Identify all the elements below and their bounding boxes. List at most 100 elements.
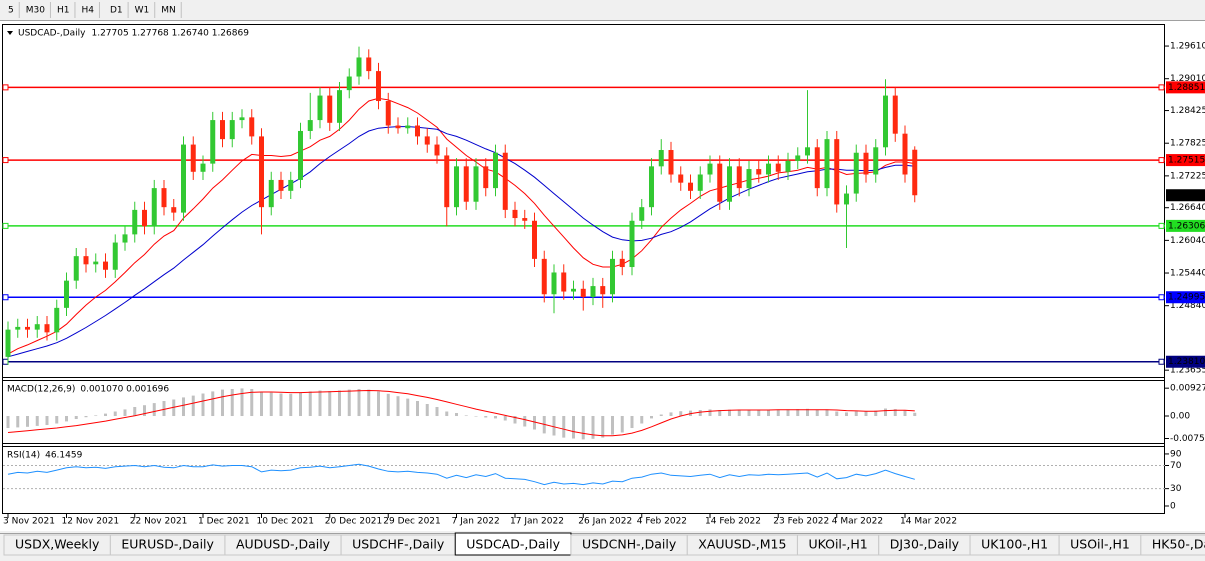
candle-body	[610, 258, 615, 295]
macd-bar	[786, 409, 790, 417]
tab-label[interactable]: XAUUSD-,M15	[698, 537, 786, 552]
level-handle[interactable]	[1158, 294, 1165, 301]
timeframe-button[interactable]: H4	[81, 6, 94, 16]
macd-bar	[104, 413, 107, 417]
candle-body	[649, 166, 654, 208]
macd-bar	[815, 410, 819, 417]
level-handle[interactable]	[1158, 222, 1165, 229]
level-handle[interactable]	[1158, 84, 1165, 91]
y-tick-label: 30	[1170, 484, 1182, 494]
candle-body	[697, 174, 703, 191]
tab-label[interactable]: USDCHF-,Daily	[352, 537, 445, 552]
candle-body	[629, 220, 635, 268]
macd-bar	[650, 416, 653, 419]
macd-bar	[16, 416, 20, 428]
tab-label[interactable]: USDX,Weekly	[15, 537, 100, 552]
level-handle[interactable]	[1158, 157, 1165, 164]
candle-body	[44, 324, 50, 333]
x-tick-label: 1 Dec 2021	[198, 517, 250, 527]
level-tag-label: 1.28851	[1168, 83, 1205, 93]
x-tick-label: 29 Dec 2021	[383, 517, 441, 527]
macd-bar	[279, 393, 283, 417]
macd-bar	[698, 410, 702, 417]
timeframe-button[interactable]: 5	[8, 6, 14, 16]
candle-body	[483, 166, 489, 189]
timeframe-button[interactable]: H1	[57, 6, 70, 16]
macd-bar	[123, 409, 127, 417]
timeframe-button[interactable]: W1	[135, 6, 150, 16]
level-handle[interactable]	[2, 358, 9, 365]
macd-bar	[308, 391, 312, 417]
macd-bar	[211, 391, 215, 417]
tab[interactable]	[1140, 534, 1205, 556]
level-handle[interactable]	[2, 294, 9, 301]
macd-bar	[240, 388, 244, 417]
macd-bar	[143, 405, 146, 417]
macd-bar	[591, 416, 595, 439]
tab-label[interactable]: UK100-,H1	[981, 537, 1048, 552]
candle-body	[590, 286, 596, 297]
tab-label[interactable]: EURUSD-,Daily	[121, 537, 214, 552]
macd-bar	[708, 409, 712, 417]
timeframe-button[interactable]: D1	[110, 6, 123, 16]
macd-bar	[6, 416, 10, 429]
timeframe-button[interactable]: M30	[26, 6, 45, 16]
tab-label[interactable]: USDCAD-,Daily	[466, 537, 560, 552]
candle-body	[200, 163, 206, 172]
macd-bar	[396, 396, 400, 417]
level-handle[interactable]	[2, 84, 9, 91]
tab-label[interactable]: USDCNH-,Daily	[582, 537, 677, 552]
level-handle[interactable]	[1158, 358, 1165, 365]
menu-triangle[interactable]	[7, 31, 13, 35]
candle-body	[54, 307, 60, 333]
macd-bar	[406, 398, 410, 417]
y-tick-label: 90	[1170, 449, 1182, 459]
candle-body	[239, 117, 245, 121]
y-tick-label: 1.23655	[1170, 366, 1205, 376]
candle-body	[844, 193, 849, 205]
candle-body	[112, 242, 118, 270]
macd-bar	[874, 410, 878, 417]
y-tick-label: 0	[1170, 501, 1176, 511]
moving-average	[7, 97, 915, 355]
candle-body	[15, 326, 21, 330]
tab-label[interactable]: AUDUSD-,Daily	[236, 537, 331, 552]
candle-body	[34, 324, 40, 330]
macd-bar	[445, 411, 449, 417]
level-handle[interactable]	[2, 157, 9, 164]
macd-bar	[572, 416, 575, 439]
macd-bar	[552, 416, 556, 436]
macd-bar	[757, 410, 761, 417]
candle-body	[317, 95, 323, 121]
candle-body	[775, 163, 781, 172]
x-tick-label: 10 Dec 2021	[257, 517, 315, 527]
macd-bar	[718, 410, 722, 417]
candle-body	[220, 120, 225, 140]
timeframe-button[interactable]: MN	[161, 6, 176, 16]
macd-bar	[611, 416, 614, 435]
candle-body	[83, 256, 89, 265]
macd-bar	[425, 404, 429, 417]
level-handle[interactable]	[2, 222, 9, 229]
tab-label[interactable]: DJ30-,Daily	[890, 537, 960, 552]
macd-bar	[289, 393, 293, 417]
macd-bar	[533, 416, 536, 430]
candle-body	[746, 169, 752, 189]
macd-bar	[864, 411, 868, 417]
tab-label[interactable]: USOil-,H1	[1070, 537, 1130, 552]
macd-bar	[796, 409, 800, 417]
macd-bar	[84, 416, 88, 418]
chart-readout: 1.27705 1.27768 1.26740 1.26869	[91, 29, 249, 39]
candle-body	[688, 182, 693, 191]
candle-body	[385, 101, 391, 126]
candle-body	[327, 95, 333, 123]
macd-bar	[825, 409, 829, 417]
tab-label[interactable]: HK50-,Daily	[1152, 537, 1205, 552]
candle-body	[454, 166, 459, 208]
tab-label[interactable]: UKOil-,H1	[808, 537, 867, 552]
macd-bar	[386, 393, 390, 417]
candle-body	[356, 57, 362, 77]
y-tick-label: 1.29610	[1170, 42, 1205, 52]
candle-body	[181, 144, 186, 213]
macd-bar	[35, 416, 39, 426]
